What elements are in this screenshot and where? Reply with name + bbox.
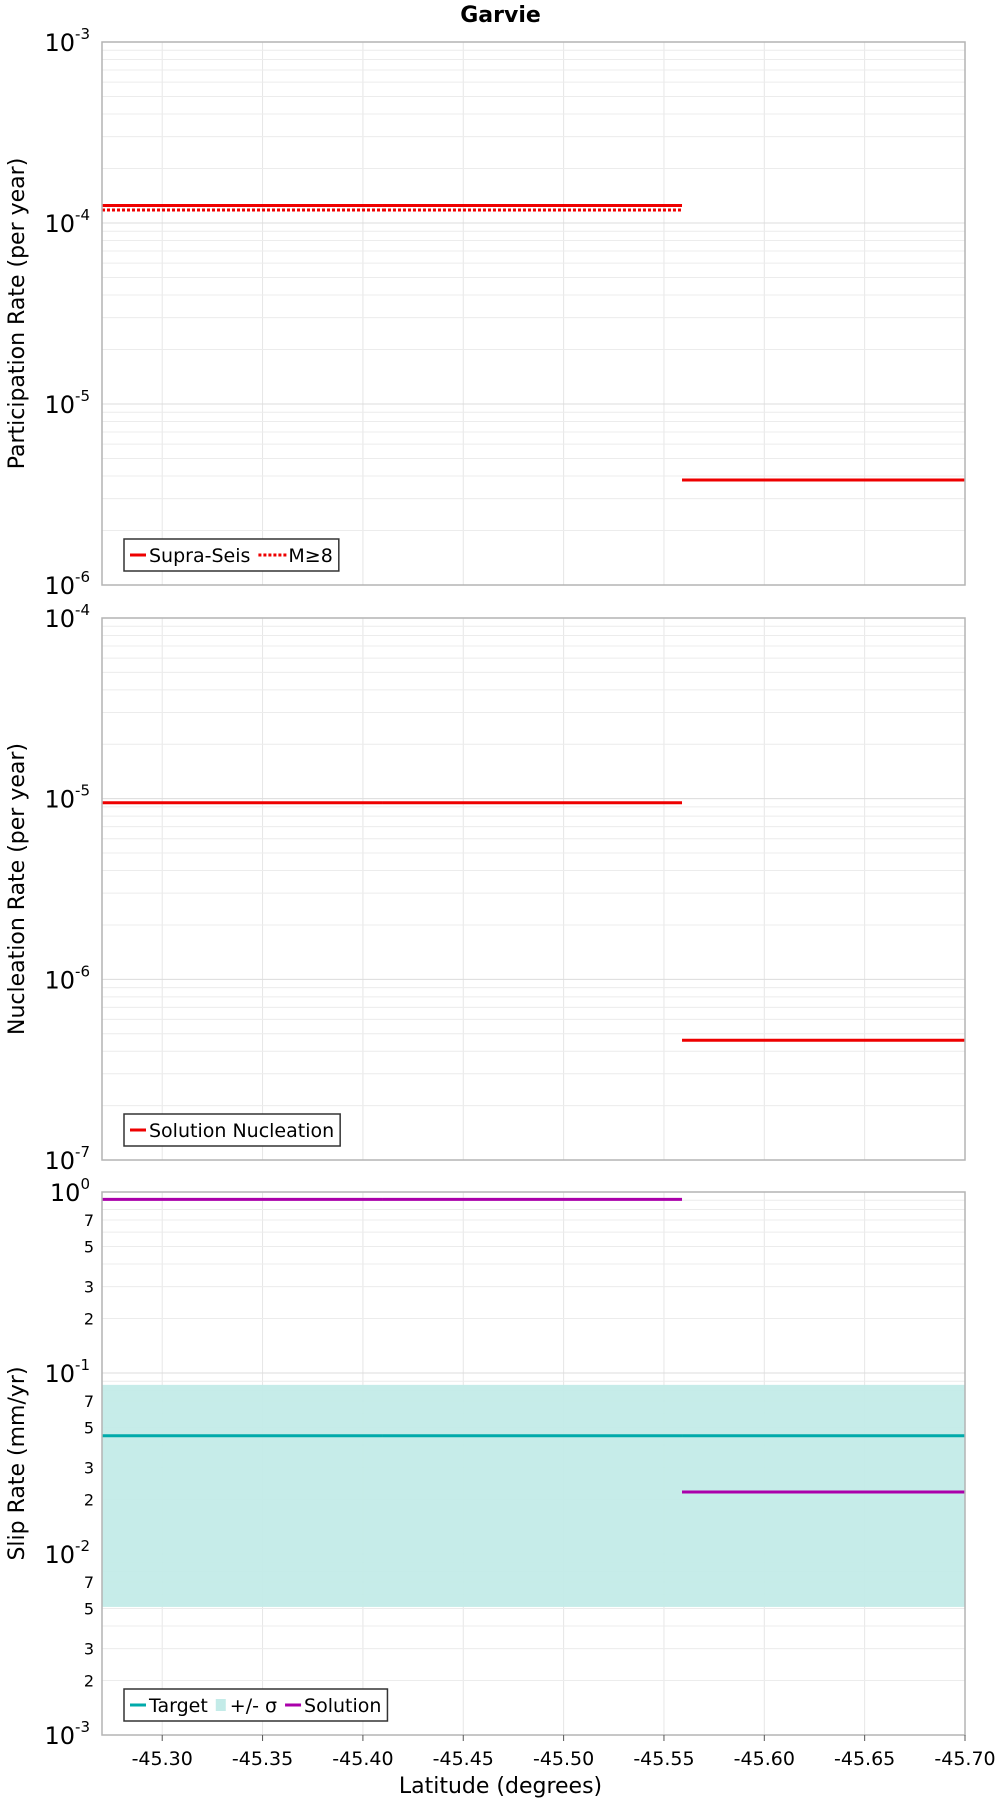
y-minor-tick-label: 5 bbox=[84, 1599, 94, 1618]
legend-label: Target bbox=[148, 1695, 208, 1717]
sigma-band bbox=[102, 1384, 965, 1607]
y-tick-label: 10-7 bbox=[44, 1143, 90, 1175]
y-tick-label: 10-1 bbox=[44, 1356, 90, 1388]
x-tick-label: -45.30 bbox=[132, 1748, 193, 1770]
y-tick-label: 10-6 bbox=[44, 568, 90, 600]
plot-frame bbox=[101, 1191, 966, 1736]
legend-label: Supra-Seis bbox=[149, 545, 250, 567]
y-tick-label: 10-6 bbox=[44, 962, 90, 994]
y-minor-tick-label: 2 bbox=[84, 1672, 94, 1691]
chart-title: Garvie bbox=[460, 3, 541, 28]
plot-frame bbox=[101, 617, 966, 1161]
legend-swatch bbox=[215, 1699, 226, 1711]
legend-box bbox=[123, 1113, 341, 1147]
y-tick-label: 10-5 bbox=[44, 387, 90, 419]
y-minor-tick-label: 5 bbox=[84, 1418, 94, 1437]
y-minor-tick-label: 7 bbox=[84, 1211, 94, 1230]
y-minor-tick-label: 7 bbox=[84, 1392, 94, 1411]
x-tick-label: -45.65 bbox=[834, 1748, 895, 1770]
x-axis-title: Latitude (degrees) bbox=[399, 1774, 602, 1799]
legend: Solution Nucleation bbox=[123, 1113, 341, 1147]
plot-area bbox=[102, 618, 965, 1160]
y-tick-label: 100 bbox=[50, 1175, 90, 1207]
x-tick-label: -45.70 bbox=[934, 1748, 995, 1770]
y-minor-tick-label: 7 bbox=[84, 1573, 94, 1592]
legend-label: +/- σ bbox=[230, 1695, 277, 1717]
legend-label: M≥8 bbox=[288, 545, 332, 567]
y-tick-label: 10-5 bbox=[44, 782, 90, 814]
plot-frame bbox=[101, 41, 966, 586]
chart-panel-1: 10-6 10-5 10-4 10-3 Participation Rate (per … bbox=[5, 3, 966, 600]
y-tick-label: 10-4 bbox=[44, 601, 90, 633]
plot-area bbox=[102, 42, 965, 585]
y-minor-tick-label: 3 bbox=[84, 1640, 94, 1659]
y-minor-tick-label: 3 bbox=[84, 1278, 94, 1297]
x-tick-label: -45.35 bbox=[232, 1748, 293, 1770]
legend-box bbox=[123, 538, 340, 572]
legend: Target +/- σ Solution bbox=[123, 1688, 389, 1722]
y-tick-label: 10-2 bbox=[44, 1537, 90, 1569]
y-tick-label: 10-3 bbox=[44, 25, 90, 57]
legend-box bbox=[123, 1688, 389, 1722]
x-tick-label: -45.60 bbox=[734, 1748, 795, 1770]
x-tick-label: -45.45 bbox=[433, 1748, 494, 1770]
y-minor-tick-label: 2 bbox=[84, 1491, 94, 1510]
y-minor-tick-label: 5 bbox=[84, 1237, 94, 1256]
legend-label: Solution Nucleation bbox=[149, 1120, 334, 1142]
x-tick-label: -45.55 bbox=[633, 1748, 694, 1770]
chart-panel-2: 10-7 10-6 10-5 10-4 Nucleation Rate (per yea… bbox=[5, 601, 966, 1175]
x-tick-label: -45.40 bbox=[332, 1748, 393, 1770]
y-minor-tick-label: 2 bbox=[84, 1310, 94, 1329]
chart-panel-3: 10-3 10-2 10-1 100 2 3 5 7 2 3 5 7 2 3 5 7 Slip Rate (mm… bbox=[5, 1175, 996, 1799]
x-tick-label: -45.50 bbox=[533, 1748, 594, 1770]
y-tick-label: 10-4 bbox=[44, 206, 90, 238]
y-axis-title: Nucleation Rate (per year) bbox=[5, 743, 30, 1035]
y-tick-label: 10-3 bbox=[44, 1718, 90, 1750]
legend: Supra-Seis M≥8 bbox=[123, 538, 340, 572]
y-axis-title: Slip Rate (mm/yr) bbox=[5, 1366, 30, 1560]
y-axis-title: Participation Rate (per year) bbox=[5, 158, 30, 470]
legend-label: Solution bbox=[304, 1695, 381, 1717]
y-minor-tick-label: 3 bbox=[84, 1459, 94, 1478]
